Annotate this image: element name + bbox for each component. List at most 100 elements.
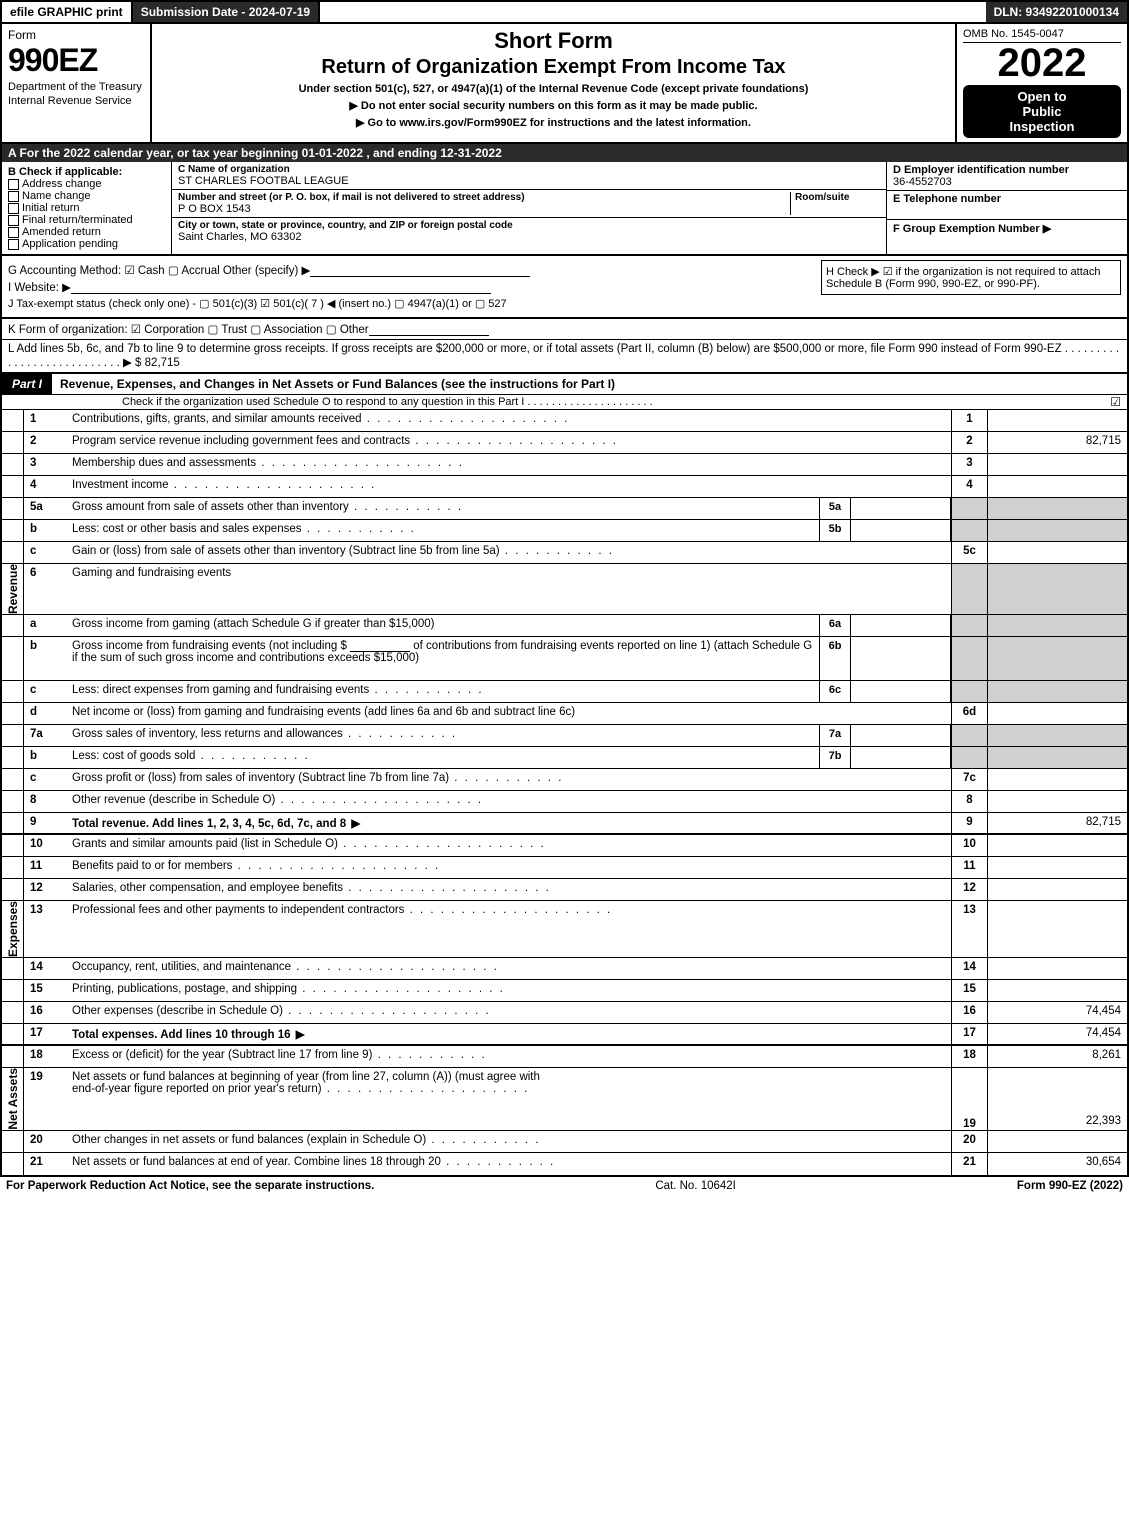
row-6: Revenue 6 Gaming and fundraising events	[2, 564, 1127, 615]
side-blank	[2, 813, 24, 833]
lbl-final-return: Final return/terminated	[22, 214, 133, 226]
midval-7b	[851, 747, 951, 768]
part-1-subtitle: Check if the organization used Schedule …	[62, 396, 1110, 408]
row-4: 4 Investment income 4	[2, 476, 1127, 498]
lbl-name-change: Name change	[22, 190, 91, 202]
desc-5a: Gross amount from sale of assets other t…	[68, 498, 819, 519]
cn-11: 11	[951, 857, 987, 878]
chk-address-change[interactable]: Address change	[8, 178, 165, 190]
part-1-table: 1 Contributions, gifts, grants, and simi…	[0, 410, 1129, 1177]
cn-7c: 7c	[951, 769, 987, 790]
row-21: 21 Net assets or fund balances at end of…	[2, 1153, 1127, 1175]
title-col: Short Form Return of Organization Exempt…	[152, 24, 957, 142]
val-6a-shade	[987, 615, 1127, 636]
cn-13: 13	[951, 901, 987, 957]
h-schedule-b-box: H Check ▶ ☑ if the organization is not r…	[821, 260, 1121, 295]
row-8: 8 Other revenue (describe in Schedule O)…	[2, 791, 1127, 813]
side-revenue: Revenue	[2, 564, 24, 614]
cn-17: 17	[951, 1024, 987, 1044]
desc-19a: Net assets or fund balances at beginning…	[72, 1071, 947, 1083]
mid-5b: 5b	[819, 520, 851, 541]
val-7c	[987, 769, 1127, 790]
ln-18: 18	[24, 1046, 68, 1067]
open-line-3: Inspection	[965, 119, 1119, 134]
midval-6a	[851, 615, 951, 636]
cn-21: 21	[951, 1153, 987, 1175]
row-7a: 7a Gross sales of inventory, less return…	[2, 725, 1127, 747]
row-7c: c Gross profit or (loss) from sales of i…	[2, 769, 1127, 791]
form-number: 990EZ	[8, 42, 144, 79]
cn-5a-shade	[951, 498, 987, 519]
row-a-calendar-year: A For the 2022 calendar year, or tax yea…	[0, 144, 1129, 162]
mid-6a: 6a	[819, 615, 851, 636]
row-11: 11 Benefits paid to or for members 11	[2, 857, 1127, 879]
ln-17: 17	[24, 1024, 68, 1044]
tax-year: 2022	[963, 43, 1121, 83]
ln-6c: c	[24, 681, 68, 702]
cn-4: 4	[951, 476, 987, 497]
desc-7a: Gross sales of inventory, less returns a…	[68, 725, 819, 746]
ln-6: 6	[24, 564, 68, 614]
desc-9: Total revenue. Add lines 1, 2, 3, 4, 5c,…	[68, 813, 951, 833]
subtitle-1: Under section 501(c), 527, or 4947(a)(1)…	[162, 83, 945, 95]
cn-6a-shade	[951, 615, 987, 636]
chk-initial-return[interactable]: Initial return	[8, 202, 165, 214]
val-4	[987, 476, 1127, 497]
cn-16: 16	[951, 1002, 987, 1023]
e-phone-label: E Telephone number	[893, 193, 1121, 205]
chk-application-pending[interactable]: Application pending	[8, 238, 165, 250]
val-2: 82,715	[987, 432, 1127, 453]
side-expenses: Expenses	[2, 901, 24, 957]
side-blank	[2, 835, 24, 856]
desc-6d: Net income or (loss) from gaming and fun…	[68, 703, 951, 724]
ghij-block: G Accounting Method: ☑ Cash ▢ Accrual Ot…	[0, 256, 1129, 319]
side-blank	[2, 1002, 24, 1023]
desc-5b: Less: cost or other basis and sales expe…	[68, 520, 819, 541]
mid-6b: 6b	[819, 637, 851, 680]
chk-amended-return[interactable]: Amended return	[8, 226, 165, 238]
org-city: Saint Charles, MO 63302	[178, 231, 880, 243]
desc-12: Salaries, other compensation, and employ…	[68, 879, 951, 900]
ln-21: 21	[24, 1153, 68, 1175]
mid-7b: 7b	[819, 747, 851, 768]
row-5b: b Less: cost or other basis and sales ex…	[2, 520, 1127, 542]
val-12	[987, 879, 1127, 900]
c-name-label: C Name of organization	[178, 164, 880, 175]
desc-19: Net assets or fund balances at beginning…	[68, 1068, 951, 1130]
chk-name-change[interactable]: Name change	[8, 190, 165, 202]
cn-20: 20	[951, 1131, 987, 1152]
desc-15: Printing, publications, postage, and shi…	[68, 980, 951, 1001]
efile-print-button[interactable]: efile GRAPHIC print	[2, 2, 133, 22]
ln-6b: b	[24, 637, 68, 680]
c-addr-label: Number and street (or P. O. box, if mail…	[178, 192, 790, 203]
side-blank	[2, 637, 24, 680]
bcde-block: B Check if applicable: Address change Na…	[0, 162, 1129, 256]
cn-7a-shade	[951, 725, 987, 746]
midval-7a	[851, 725, 951, 746]
ln-11: 11	[24, 857, 68, 878]
midval-6c	[851, 681, 951, 702]
row-14: 14 Occupancy, rent, utilities, and maint…	[2, 958, 1127, 980]
val-10	[987, 835, 1127, 856]
ln-1: 1	[24, 410, 68, 431]
ln-5b: b	[24, 520, 68, 541]
side-blank	[2, 454, 24, 475]
row-6c: c Less: direct expenses from gaming and …	[2, 681, 1127, 703]
cn-2: 2	[951, 432, 987, 453]
side-blank	[2, 958, 24, 979]
val-9: 82,715	[987, 813, 1127, 833]
val-6-shade	[987, 564, 1127, 614]
desc-2: Program service revenue including govern…	[68, 432, 951, 453]
chk-final-return[interactable]: Final return/terminated	[8, 214, 165, 226]
val-5a-shade	[987, 498, 1127, 519]
desc-1: Contributions, gifts, grants, and simila…	[68, 410, 951, 431]
val-6b-shade	[987, 637, 1127, 680]
desc-19b: end-of-year figure reported on prior yea…	[72, 1083, 947, 1095]
desc-6c: Less: direct expenses from gaming and fu…	[68, 681, 819, 702]
col-c-org-info: C Name of organization ST CHARLES FOOTBA…	[172, 162, 887, 254]
val-15	[987, 980, 1127, 1001]
submission-date: Submission Date - 2024-07-19	[133, 2, 320, 22]
ln-7b: b	[24, 747, 68, 768]
desc-17: Total expenses. Add lines 10 through 16	[68, 1024, 951, 1044]
top-bar: efile GRAPHIC print Submission Date - 20…	[0, 0, 1129, 24]
